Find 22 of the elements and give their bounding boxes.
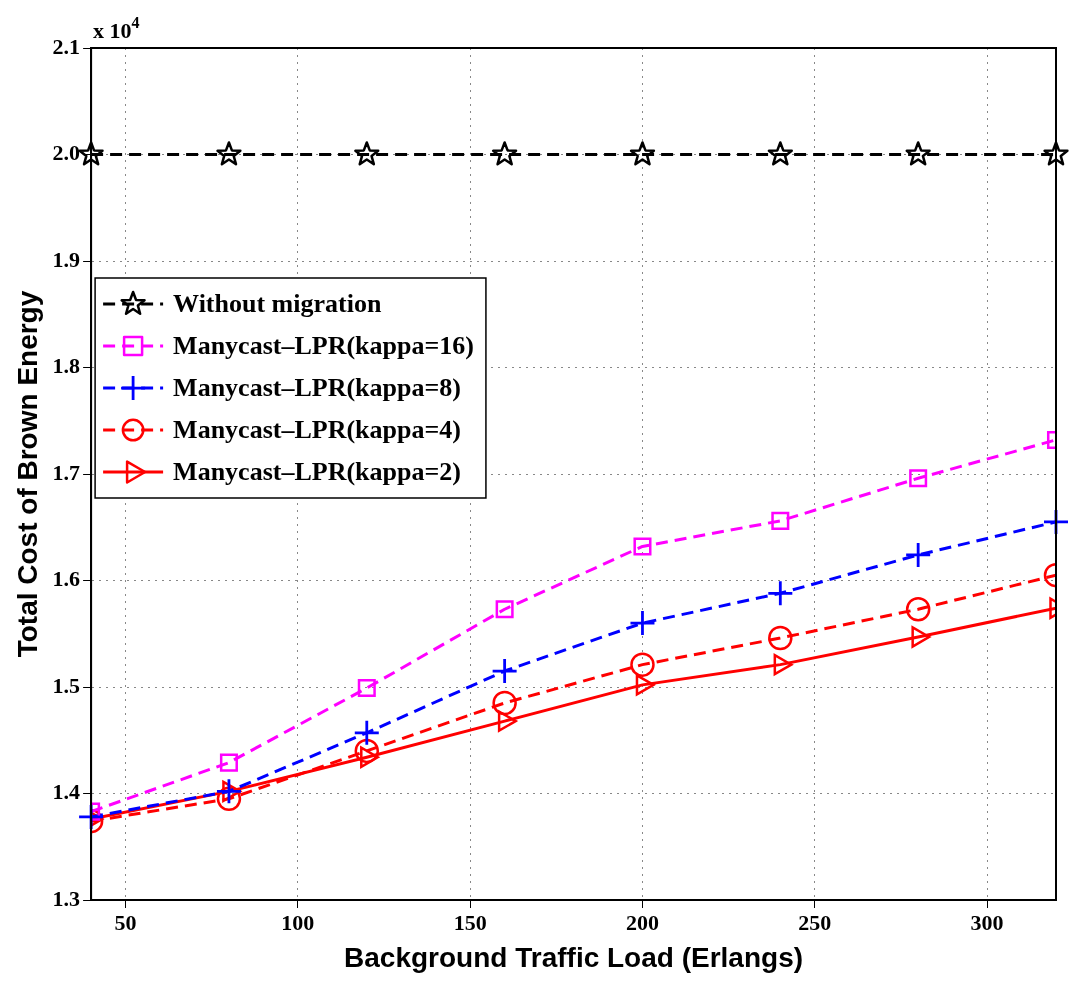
y-tick-label: 2.1: [52, 33, 81, 59]
x-axis-title: Background Traffic Load (Erlangs): [344, 941, 804, 973]
x-tick-label: 250: [798, 909, 832, 935]
y-tick-label: 1.3: [52, 885, 81, 911]
x-tick-label: 200: [625, 909, 659, 935]
y-tick-label: 1.7: [52, 459, 81, 485]
x-tick-label: 300: [970, 909, 1004, 935]
y-tick-label: 1.9: [52, 246, 81, 272]
y-tick-label: 1.6: [52, 566, 81, 592]
legend-label: Without migration: [173, 288, 382, 318]
legend-label: Manycast–LPR(kappa=2): [173, 456, 461, 486]
y-tick-label: 1.8: [52, 353, 81, 379]
y-tick-label: 1.4: [52, 779, 81, 805]
x-tick-label: 100: [281, 909, 315, 935]
y-axis-title: Total Cost of Brown Energy: [11, 290, 43, 658]
y-tick-label: 1.5: [52, 672, 81, 698]
x-tick-label: 50: [114, 909, 137, 935]
x-tick-label: 150: [453, 909, 487, 935]
legend-label: Manycast–LPR(kappa=4): [173, 414, 461, 444]
legend-label: Manycast–LPR(kappa=16): [173, 330, 474, 360]
legend-label: Manycast–LPR(kappa=8): [173, 372, 461, 402]
y-tick-label: 2.0: [52, 140, 81, 166]
